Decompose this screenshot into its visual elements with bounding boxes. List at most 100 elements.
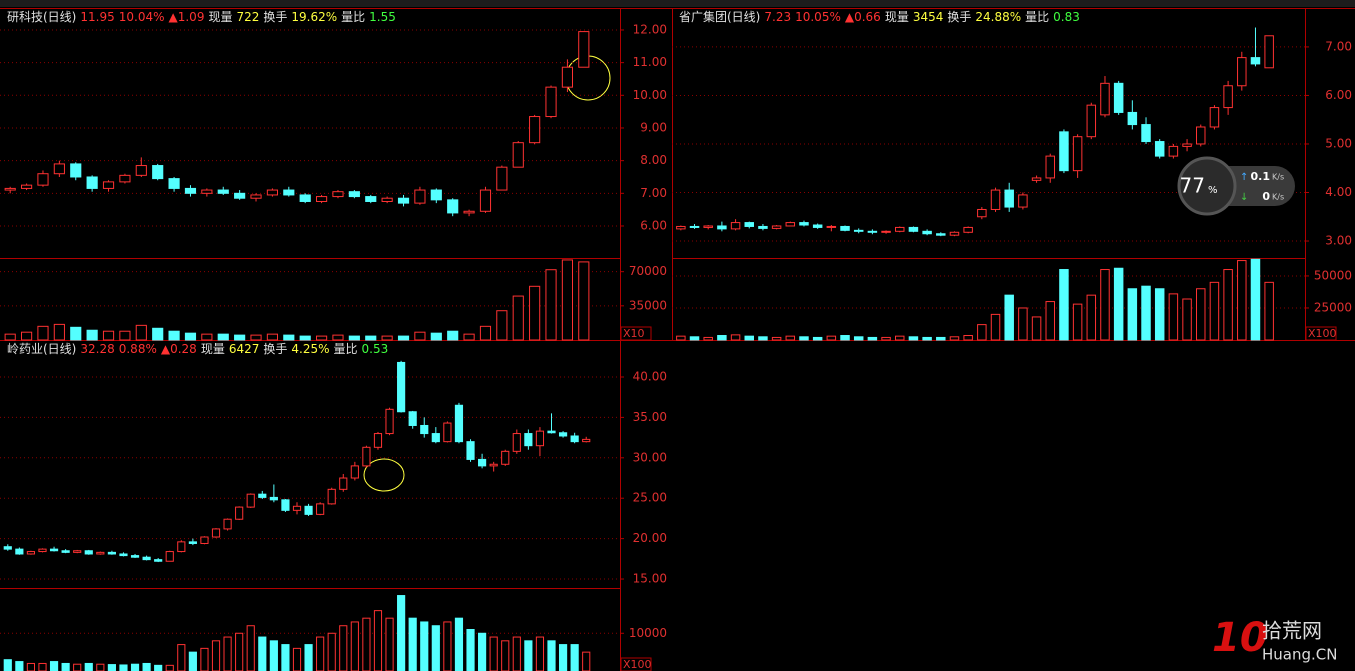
volume-bar [1086,294,1097,341]
candle-body [373,433,383,448]
header-change: ▲0.66 [845,10,881,24]
candle-body [463,210,475,214]
candle-body [269,496,278,501]
candle-body [420,424,429,435]
candle-body [454,404,464,443]
candle-body [165,551,174,562]
candle-body [489,463,498,467]
volume-bar [512,295,524,341]
volume-bar [501,640,510,671]
candle-body [578,31,590,68]
widget-unit: K/s [1272,173,1284,182]
volume-bar [840,335,850,341]
candle-body [235,506,244,520]
candle-body [304,505,313,515]
volume-bar [977,324,987,341]
volume-bar [26,662,36,671]
volume-bar [545,269,557,341]
candle-body [431,433,440,443]
candle-body [867,230,878,233]
candle-body [1018,194,1028,208]
volume-bar [316,335,328,341]
candle-body [316,503,325,515]
candle-body [142,556,151,561]
volume-bar [154,664,163,671]
candle-body [152,165,164,180]
candle-body [582,438,591,443]
candle-body [292,505,302,511]
candle-body [250,194,262,199]
volume-tick-label: 35000 [629,298,667,312]
pane-header: 省广集团(日线) 7.23 10.05% ▲0.66 现量 3454 换手 24.88% 量比 0… [679,9,1080,24]
volume-bar [84,662,93,671]
candle-body [1004,189,1014,208]
candle-body [1182,143,1192,147]
volume-bar [744,335,754,341]
volume-bar [177,644,186,671]
volume-bar [1004,294,1014,341]
volume-bar [266,333,278,341]
header-vol-label: 现量 [201,342,225,356]
volume-bar [853,336,864,341]
candle-body [234,192,246,199]
candle-body [936,233,946,236]
volume-bar [385,617,394,671]
header-vol: 722 [236,10,259,24]
candle-body [3,546,12,550]
candle-body [102,181,115,189]
candle-body [1223,85,1233,109]
volume-bar [70,326,82,341]
candle-body [1045,155,1055,179]
volume-bar [420,621,429,671]
volume-bar [15,661,24,671]
volume-unit: X100 [623,658,652,671]
volume-bar [119,664,128,671]
candle-body [1127,111,1138,126]
volume-bar [771,336,782,341]
widget-percent: 77 [1180,174,1205,198]
y-tick-label: 30.00 [633,450,667,464]
candle-body [977,208,987,218]
volume-bar [1237,260,1247,341]
y-tick-label: 4.00 [1325,185,1352,199]
candle-body [37,173,49,186]
y-tick-label: 11.00 [633,55,667,69]
y-tick-label: 10.00 [633,88,667,102]
volume-bar [211,640,221,671]
candle-body [96,551,105,555]
volume-bar [397,595,406,671]
candle-body [812,224,823,228]
volume-bar [96,663,105,671]
volume-bar [558,644,568,671]
candle-body [211,528,221,538]
candle-body [86,176,98,189]
volume-bar [990,313,1001,341]
candle-body [512,142,524,168]
candle-body [414,189,426,204]
watermark-site: 拾荒网 [1262,619,1322,643]
volume-bar [881,336,891,341]
header-turn: 24.88% [975,10,1021,24]
volume-bar [908,336,919,341]
header-turn-label: 换手 [947,10,971,24]
header-ratio-label: 量比 [1025,10,1049,24]
candle-body [908,226,919,232]
candle-body [217,189,229,194]
y-tick-label: 35.00 [633,410,667,424]
candle-body [799,222,809,226]
candle-body [1237,57,1247,87]
volume-tick-label: 25000 [1314,300,1352,314]
candle-body [1168,145,1179,157]
y-tick-label: 7.00 [640,186,667,200]
candle-body [730,222,741,230]
candle-body [188,541,197,544]
volume-bar [102,330,115,341]
volume-bar [250,334,262,341]
candle-body [447,199,459,214]
candle-body [466,441,475,460]
volume-bar [217,333,229,341]
volume-unit-box [1305,326,1337,341]
volume-bar [188,651,197,671]
candle-body [397,361,406,413]
volume-bar [1127,288,1138,341]
